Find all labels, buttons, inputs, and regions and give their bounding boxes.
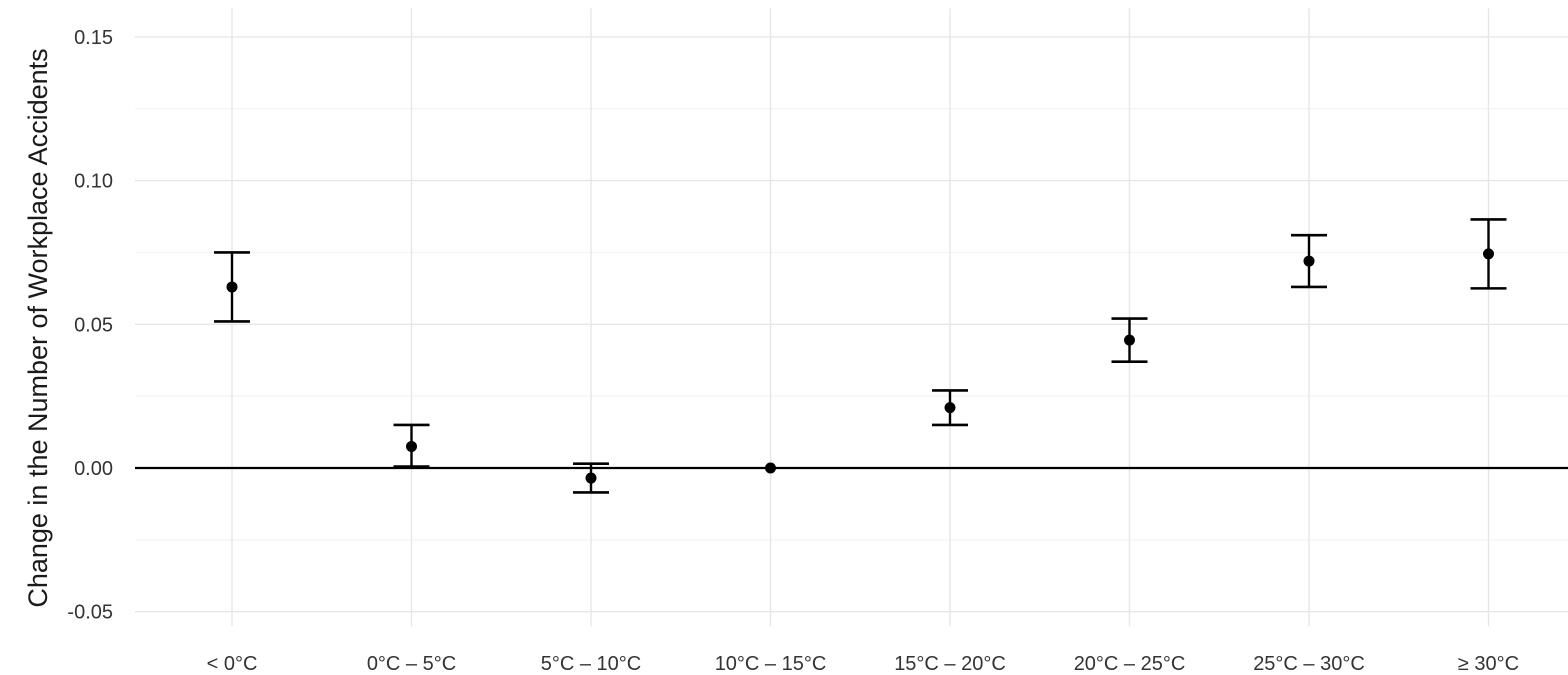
y-tick-label: 0.15: [74, 27, 113, 49]
x-tick-label: 25°C – 30°C: [1253, 653, 1365, 675]
point-estimate: [765, 462, 776, 474]
error-bar-group: [214, 251, 250, 323]
x-tick-label: < 0°C: [207, 653, 258, 675]
point-estimate: [1303, 255, 1315, 267]
point-estimate: [226, 281, 238, 293]
error-bar-group: [393, 423, 430, 468]
x-tick-label: 0°C – 5°C: [367, 653, 456, 675]
error-bar-group: [573, 462, 609, 494]
error-bar-group: [1470, 218, 1507, 290]
point-estimate: [944, 402, 956, 414]
x-tick-label: 5°C – 10°C: [541, 653, 642, 675]
error-bar-group: [1111, 317, 1148, 363]
point-estimate: [585, 472, 597, 484]
grid-layer: [135, 8, 1568, 627]
x-tick-labels: < 0°C 0°C – 5°C 5°C – 10°C 10°C – 15°C 15°C …: [207, 653, 1520, 675]
y-axis-label: Change in the Number of Workplace Accide…: [23, 48, 53, 607]
y-tick-label: 0.05: [74, 314, 113, 336]
error-bar-group: [765, 462, 776, 474]
x-tick-label: 10°C – 15°C: [715, 653, 827, 675]
y-tick-labels: -0.05 0.00 0.05 0.10 0.15: [67, 27, 113, 624]
y-tick-label: 0.00: [74, 458, 113, 480]
y-tick-label: -0.05: [67, 602, 113, 624]
marks-layer: [214, 218, 1507, 494]
x-tick-label: 15°C – 20°C: [894, 653, 1006, 675]
x-tick-label: ≥ 30°C: [1458, 653, 1519, 675]
point-estimate: [1124, 334, 1135, 346]
error-bar-group: [1291, 233, 1327, 289]
point-estimate: [1483, 248, 1494, 260]
y-tick-label: 0.10: [74, 171, 113, 193]
x-tick-label: 20°C – 25°C: [1074, 653, 1186, 675]
error-bar-group: [932, 389, 968, 427]
point-estimate: [406, 440, 417, 452]
